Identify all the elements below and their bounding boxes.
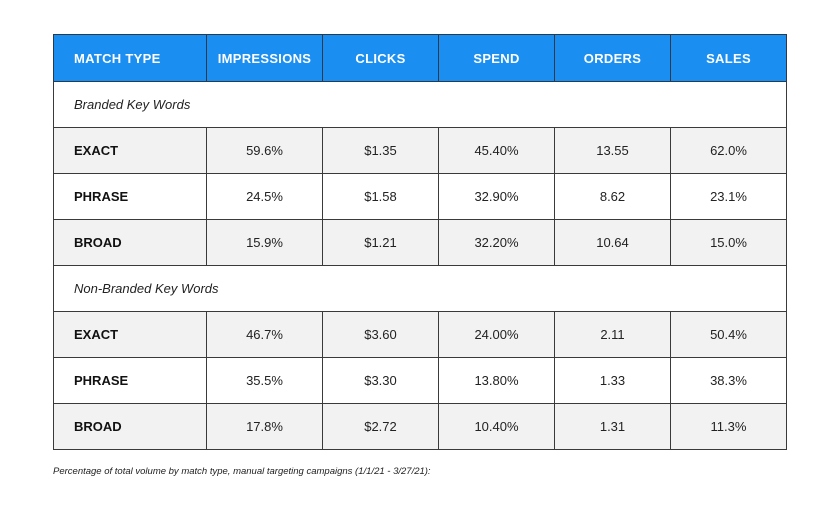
clicks-cell: $1.35	[322, 127, 439, 174]
match-type-table-container: MATCH TYPE IMPRESSIONS CLICKS SPEND ORDE…	[53, 34, 787, 450]
impressions-cell: 17.8%	[206, 403, 323, 450]
match-type-cell: PHRASE	[53, 357, 207, 404]
match-type-cell: PHRASE	[53, 173, 207, 220]
header-sales: SALES	[670, 34, 787, 82]
spend-cell: 32.90%	[438, 173, 555, 220]
orders-cell: 1.33	[554, 357, 671, 404]
orders-cell: 2.11	[554, 311, 671, 358]
match-type-cell: EXACT	[53, 127, 207, 174]
match-type-cell: EXACT	[53, 311, 207, 358]
table-body: Branded Key Words EXACT 59.6% $1.35 45.4…	[53, 81, 787, 450]
orders-cell: 13.55	[554, 127, 671, 174]
sales-cell: 23.1%	[670, 173, 787, 220]
impressions-cell: 35.5%	[206, 357, 323, 404]
orders-cell: 1.31	[554, 403, 671, 450]
clicks-cell: $3.60	[322, 311, 439, 358]
sales-cell: 62.0%	[670, 127, 787, 174]
match-type-table: MATCH TYPE IMPRESSIONS CLICKS SPEND ORDE…	[53, 34, 787, 450]
table-row: EXACT 46.7% $3.60 24.00% 2.11 50.4%	[53, 311, 787, 358]
impressions-cell: 15.9%	[206, 219, 323, 266]
header-match-type: MATCH TYPE	[53, 34, 207, 82]
clicks-cell: $2.72	[322, 403, 439, 450]
table-row: EXACT 59.6% $1.35 45.40% 13.55 62.0%	[53, 127, 787, 174]
impressions-cell: 46.7%	[206, 311, 323, 358]
impressions-cell: 59.6%	[206, 127, 323, 174]
sales-cell: 11.3%	[670, 403, 787, 450]
section-row-branded: Branded Key Words	[53, 81, 787, 128]
spend-cell: 10.40%	[438, 403, 555, 450]
section-title: Non-Branded Key Words	[53, 265, 787, 312]
header-orders: ORDERS	[554, 34, 671, 82]
header-row: MATCH TYPE IMPRESSIONS CLICKS SPEND ORDE…	[53, 34, 787, 82]
match-type-cell: BROAD	[53, 403, 207, 450]
table-caption: Percentage of total volume by match type…	[53, 466, 431, 477]
spend-cell: 32.20%	[438, 219, 555, 266]
clicks-cell: $1.58	[322, 173, 439, 220]
spend-cell: 13.80%	[438, 357, 555, 404]
table-row: PHRASE 24.5% $1.58 32.90% 8.62 23.1%	[53, 173, 787, 220]
clicks-cell: $1.21	[322, 219, 439, 266]
match-type-cell: BROAD	[53, 219, 207, 266]
header-clicks: CLICKS	[322, 34, 439, 82]
header-impressions: IMPRESSIONS	[206, 34, 323, 82]
header-spend: SPEND	[438, 34, 555, 82]
clicks-cell: $3.30	[322, 357, 439, 404]
sales-cell: 38.3%	[670, 357, 787, 404]
table-row: BROAD 15.9% $1.21 32.20% 10.64 15.0%	[53, 219, 787, 266]
spend-cell: 45.40%	[438, 127, 555, 174]
table-header: MATCH TYPE IMPRESSIONS CLICKS SPEND ORDE…	[53, 34, 787, 82]
orders-cell: 8.62	[554, 173, 671, 220]
orders-cell: 10.64	[554, 219, 671, 266]
spend-cell: 24.00%	[438, 311, 555, 358]
sales-cell: 15.0%	[670, 219, 787, 266]
impressions-cell: 24.5%	[206, 173, 323, 220]
table-row: BROAD 17.8% $2.72 10.40% 1.31 11.3%	[53, 403, 787, 450]
section-title: Branded Key Words	[53, 81, 787, 128]
section-row-non-branded: Non-Branded Key Words	[53, 265, 787, 312]
sales-cell: 50.4%	[670, 311, 787, 358]
table-row: PHRASE 35.5% $3.30 13.80% 1.33 38.3%	[53, 357, 787, 404]
